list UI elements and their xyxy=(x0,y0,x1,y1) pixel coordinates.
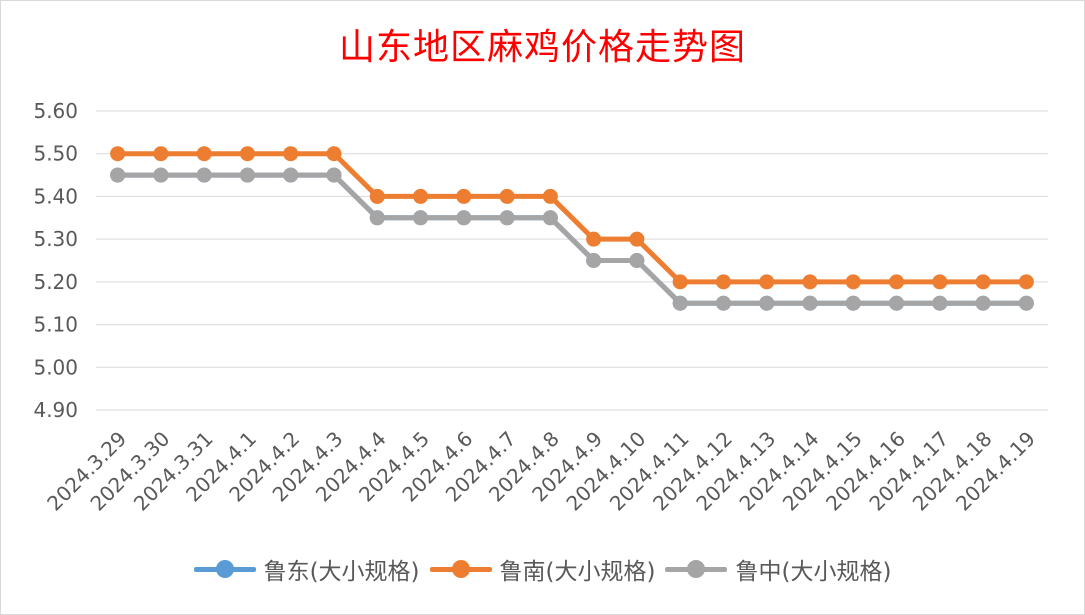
data-point xyxy=(845,295,861,311)
legend-label: 鲁东(大小规格) xyxy=(263,559,420,585)
data-point xyxy=(759,295,775,311)
chart-title: 山东地区麻鸡价格走势图 xyxy=(338,27,746,68)
data-point xyxy=(456,188,472,204)
y-tick-label: 4.90 xyxy=(33,398,78,422)
data-point xyxy=(542,188,558,204)
data-point xyxy=(715,295,731,311)
data-point xyxy=(239,167,255,183)
series-line xyxy=(115,151,1029,285)
data-point xyxy=(369,210,385,226)
data-point xyxy=(672,295,688,311)
data-point xyxy=(889,295,905,311)
legend-item: 鲁中(大小规格) xyxy=(665,552,891,586)
data-point xyxy=(369,188,385,204)
data-point xyxy=(802,295,818,311)
chart-legend: 鲁东(大小规格) 鲁南(大小规格) 鲁中(大小规格) xyxy=(0,552,1085,586)
y-tick-label: 5.10 xyxy=(33,313,78,337)
data-point xyxy=(196,167,212,183)
data-point xyxy=(456,210,472,226)
data-point xyxy=(889,274,905,290)
data-point xyxy=(975,295,991,311)
data-point xyxy=(586,231,602,247)
data-point xyxy=(1018,295,1034,311)
data-point xyxy=(283,146,299,162)
y-tick-label: 5.00 xyxy=(33,355,78,379)
data-point xyxy=(326,146,342,162)
data-point xyxy=(239,146,255,162)
legend-swatch xyxy=(665,559,728,579)
legend-label: 鲁中(大小规格) xyxy=(735,559,892,585)
data-point xyxy=(499,210,515,226)
data-point xyxy=(802,274,818,290)
data-point xyxy=(975,274,991,290)
data-point xyxy=(932,295,948,311)
legend-item: 鲁南(大小规格) xyxy=(429,552,656,586)
data-point xyxy=(413,188,429,204)
data-point xyxy=(629,231,645,247)
data-point xyxy=(586,253,602,268)
data-point xyxy=(542,210,558,226)
y-tick-label: 5.60 xyxy=(33,99,78,123)
data-point xyxy=(413,210,429,226)
data-point xyxy=(499,188,515,204)
data-point xyxy=(715,274,731,290)
data-point xyxy=(153,167,169,183)
legend-label: 鲁南(大小规格) xyxy=(499,559,656,585)
data-point xyxy=(196,146,212,162)
y-tick-label: 5.30 xyxy=(33,227,78,251)
data-point xyxy=(153,146,169,162)
data-point xyxy=(283,167,299,183)
data-point xyxy=(932,274,948,290)
legend-item: 鲁东(大小规格) xyxy=(193,552,420,586)
data-point xyxy=(672,274,688,290)
data-point xyxy=(629,253,645,268)
y-tick-label: 5.40 xyxy=(33,184,78,208)
data-point xyxy=(845,274,861,290)
data-point xyxy=(326,167,342,183)
series-line xyxy=(115,172,1029,306)
legend-swatch xyxy=(429,559,492,579)
data-point xyxy=(1018,274,1034,290)
legend-swatch xyxy=(193,559,256,579)
y-tick-label: 5.20 xyxy=(33,270,78,294)
data-point xyxy=(759,274,775,290)
y-tick-label: 5.50 xyxy=(33,142,78,166)
data-point xyxy=(110,167,126,183)
data-point xyxy=(110,146,126,162)
